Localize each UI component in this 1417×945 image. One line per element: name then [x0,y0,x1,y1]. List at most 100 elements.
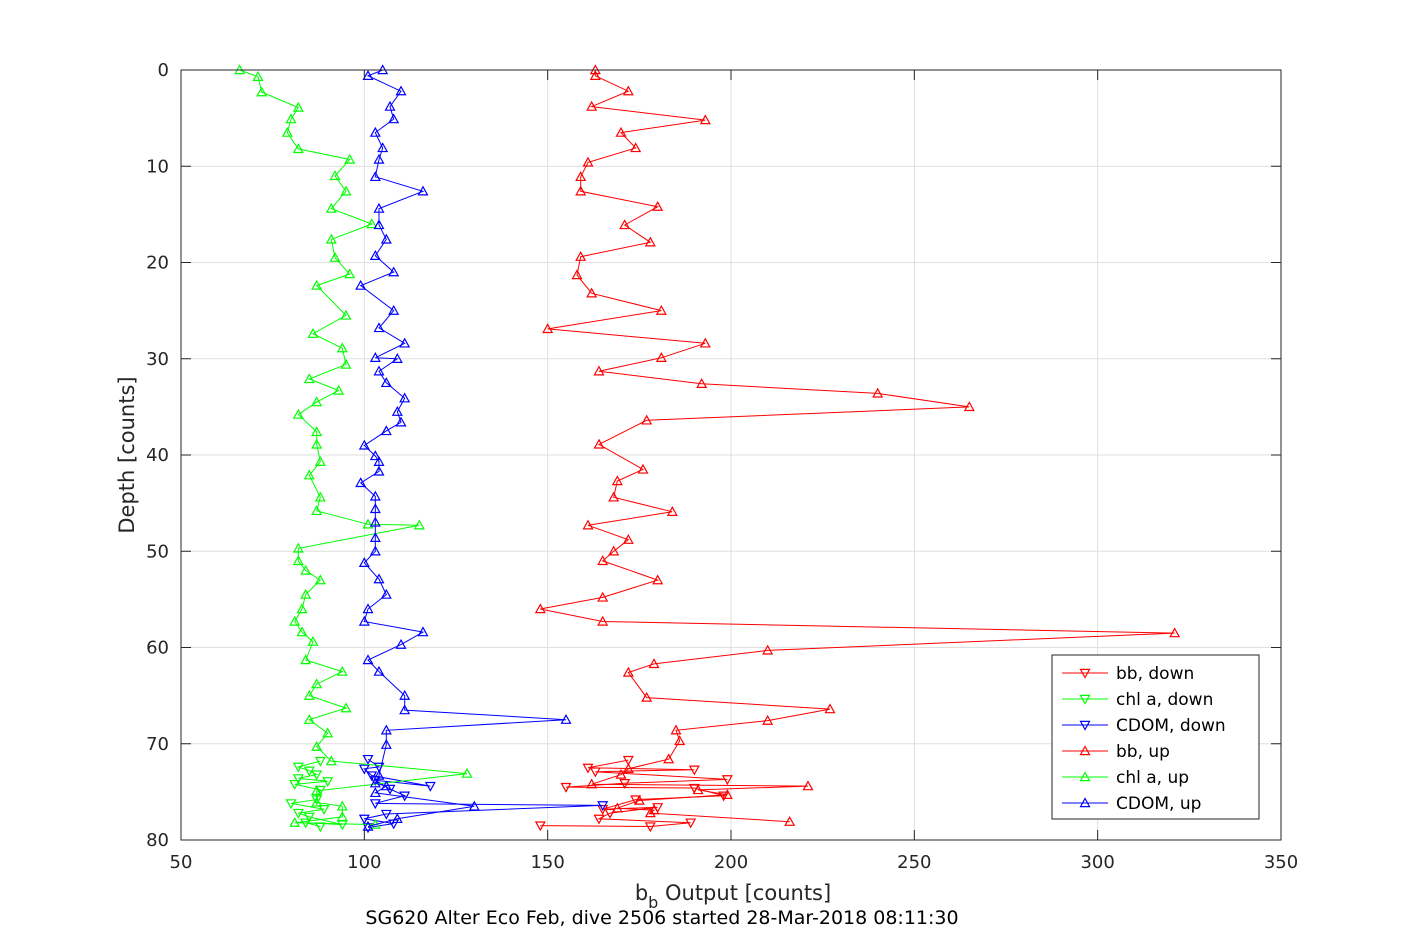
data-point-marker [582,763,594,774]
data-point-marker [534,603,546,614]
data-point-marker [674,735,686,746]
data-point-marker [336,811,348,822]
data-point-marker [824,703,836,714]
data-point-marker [391,405,403,416]
y-tick-label: 70 [146,734,169,755]
data-point-marker [637,463,649,474]
data-point-marker [358,764,370,775]
data-point-marker [369,490,381,501]
data-point-marker [630,142,642,153]
data-point-marker [655,352,667,362]
data-point-marker [329,251,341,262]
data-point-marker [303,373,315,384]
data-point-marker [373,365,385,376]
data-point-marker [542,323,554,334]
data-point-marker [322,777,334,788]
y-tick-label: 20 [146,253,169,274]
data-point-marker [652,200,664,211]
data-point-marker [355,477,367,488]
data-point-marker [292,143,304,154]
legend-label: chl a, down [1116,690,1213,710]
data-point-marker [721,775,733,786]
data-point-marker [611,802,623,813]
data-point-marker [296,626,308,637]
data-point-marker [589,70,601,80]
data-point-marker [333,384,345,395]
data-point-marker [395,416,407,427]
data-point-marker [366,218,378,229]
data-point-marker [340,185,352,196]
data-point-marker [314,574,326,585]
legend-label: bb, up [1116,742,1170,762]
series-line [359,69,567,827]
data-point-marker [373,465,385,476]
data-point-marker [652,574,664,585]
data-point-marker [336,800,348,811]
data-point-marker [575,185,587,196]
data-point-marker [644,822,656,833]
x-axis-label-main: b [635,881,648,905]
data-point-marker [586,287,598,298]
data-point-marker [615,768,627,779]
data-point-marker [399,704,411,715]
data-point-marker [373,769,385,780]
legend-marker [1079,745,1091,756]
data-point-marker [296,603,308,614]
data-point-marker [622,763,634,773]
data-point-marker [784,815,796,826]
data-point-marker [575,250,587,261]
data-point-marker [648,804,660,815]
data-point-marker [388,113,400,124]
data-point-marker [314,491,326,502]
data-point-marker [303,812,315,823]
data-point-marker [395,638,407,649]
data-point-marker [369,545,381,556]
data-point-marker [369,799,381,810]
data-point-marker [391,353,403,363]
data-point-marker [311,505,323,516]
data-point-marker [380,738,392,749]
x-tick-label: 50 [170,852,193,873]
y-tick-label: 30 [146,349,169,370]
data-point-marker [597,801,609,812]
data-point-marker [311,770,323,781]
data-point-marker [292,762,304,773]
data-point-marker [380,724,392,735]
data-point-marker [344,153,356,164]
data-point-marker [362,823,374,834]
legend-label: CDOM, down [1116,716,1226,736]
data-point-marker [615,126,627,137]
data-point-marker [1169,627,1181,638]
y-tick-label: 10 [146,156,169,177]
data-point-marker [369,171,381,182]
y-tick-label: 50 [146,541,169,562]
data-point-marker [362,654,374,665]
series-bb-down [534,755,733,833]
data-point-marker [633,794,645,805]
y-tick-label: 0 [158,60,169,81]
data-point-marker [373,456,385,466]
data-point-marker [685,818,697,829]
data-point-marker [311,279,323,290]
legend-marker [1079,797,1091,808]
data-point-marker [560,782,572,793]
data-point-marker [648,658,660,669]
data-point-marker [589,767,601,778]
data-point-marker [311,740,323,751]
data-point-marker [380,377,392,388]
data-point-marker [362,754,374,765]
data-point-marker [619,219,631,230]
data-point-marker [340,702,352,713]
data-point-marker [358,615,370,626]
data-point-marker [318,805,330,815]
data-point-marker [391,813,403,824]
y-tick-label: 40 [146,445,169,466]
legend-label: bb, down [1116,664,1194,684]
data-point-marker [362,518,374,529]
x-tick-label: 300 [1080,852,1114,873]
data-point-marker [608,491,620,502]
data-point-marker [300,564,312,575]
data-point-marker [300,588,312,599]
data-point-marker [292,101,304,112]
